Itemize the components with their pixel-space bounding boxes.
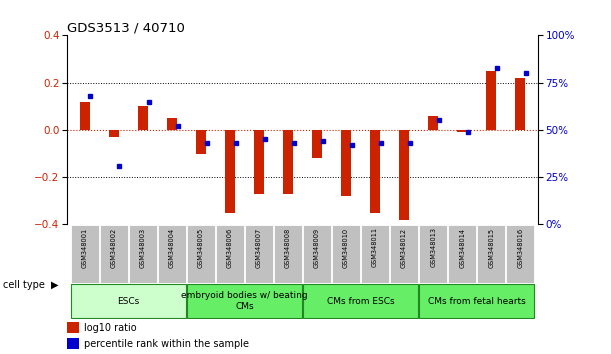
- Text: GSM348015: GSM348015: [488, 227, 494, 268]
- Bar: [71, 225, 98, 282]
- Bar: [457, 130, 467, 132]
- Text: GDS3513 / 40710: GDS3513 / 40710: [67, 21, 185, 34]
- Bar: [303, 284, 418, 318]
- Bar: [370, 130, 380, 213]
- Bar: [167, 118, 177, 130]
- Bar: [196, 130, 206, 154]
- Text: GSM348005: GSM348005: [198, 227, 204, 268]
- Text: CMs from ESCs: CMs from ESCs: [327, 297, 394, 306]
- Bar: [245, 225, 273, 282]
- Bar: [109, 130, 119, 137]
- Bar: [67, 338, 79, 349]
- Bar: [419, 225, 447, 282]
- Bar: [158, 225, 186, 282]
- Bar: [390, 225, 418, 282]
- Bar: [254, 130, 264, 194]
- Text: GSM348016: GSM348016: [518, 227, 523, 268]
- Bar: [419, 284, 534, 318]
- Text: log10 ratio: log10 ratio: [84, 323, 136, 333]
- Text: GSM348003: GSM348003: [140, 227, 145, 268]
- Bar: [448, 225, 476, 282]
- Bar: [137, 106, 148, 130]
- Bar: [361, 225, 389, 282]
- Bar: [187, 225, 214, 282]
- Text: GSM348014: GSM348014: [459, 227, 465, 268]
- Bar: [477, 225, 505, 282]
- Text: GSM348006: GSM348006: [227, 227, 233, 268]
- Text: GSM348013: GSM348013: [430, 227, 436, 267]
- Text: GSM348010: GSM348010: [343, 227, 349, 268]
- Text: GSM348002: GSM348002: [111, 227, 117, 268]
- Bar: [332, 225, 360, 282]
- Bar: [225, 130, 235, 213]
- Text: embryoid bodies w/ beating
CMs: embryoid bodies w/ beating CMs: [181, 291, 308, 311]
- Text: cell type: cell type: [3, 280, 45, 290]
- Bar: [187, 284, 302, 318]
- Bar: [67, 322, 79, 333]
- Text: GSM348011: GSM348011: [372, 227, 378, 267]
- Bar: [303, 225, 331, 282]
- Text: ESCs: ESCs: [117, 297, 139, 306]
- Text: CMs from fetal hearts: CMs from fetal hearts: [428, 297, 525, 306]
- Bar: [100, 225, 128, 282]
- Text: ▶: ▶: [51, 280, 58, 290]
- Text: GSM348004: GSM348004: [169, 227, 175, 268]
- Text: GSM348012: GSM348012: [401, 227, 407, 268]
- Bar: [274, 225, 302, 282]
- Text: GSM348007: GSM348007: [256, 227, 262, 268]
- Bar: [216, 225, 244, 282]
- Bar: [486, 71, 496, 130]
- Bar: [312, 130, 322, 158]
- Text: GSM348008: GSM348008: [285, 227, 291, 268]
- Bar: [515, 78, 525, 130]
- Bar: [399, 130, 409, 220]
- Bar: [507, 225, 534, 282]
- Text: percentile rank within the sample: percentile rank within the sample: [84, 338, 249, 349]
- Text: GSM348009: GSM348009: [314, 227, 320, 268]
- Bar: [283, 130, 293, 194]
- Bar: [341, 130, 351, 196]
- Text: GSM348001: GSM348001: [82, 227, 87, 268]
- Bar: [79, 102, 90, 130]
- Bar: [428, 116, 438, 130]
- Bar: [129, 225, 156, 282]
- Bar: [71, 284, 186, 318]
